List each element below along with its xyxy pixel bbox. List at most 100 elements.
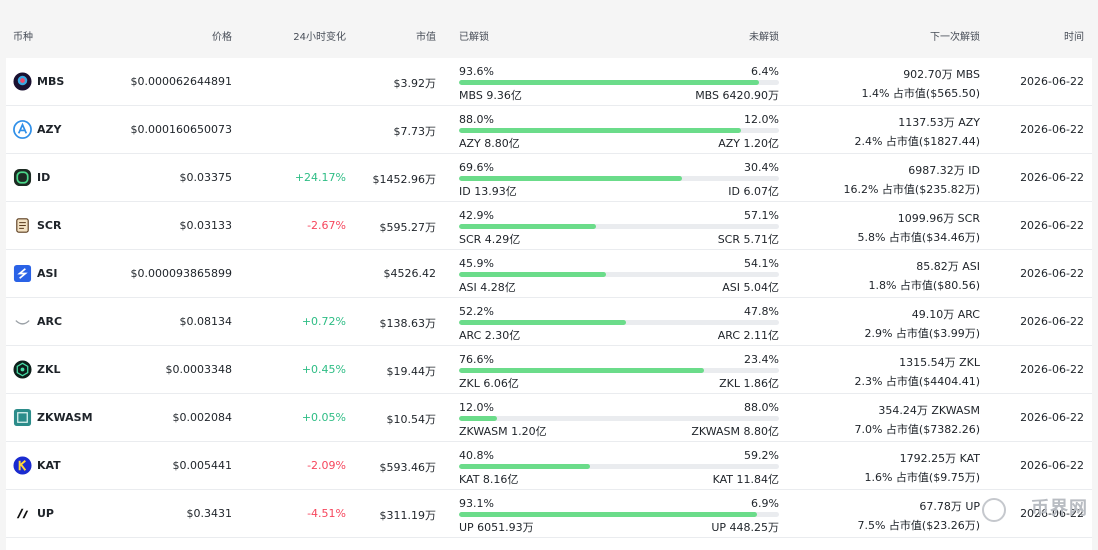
unlock-time: 2026-06-22 — [1020, 75, 1084, 88]
next-unlock-amount: 49.10万 ARC — [912, 306, 980, 322]
locked-percent: 6.9% — [751, 497, 779, 510]
coin-symbol[interactable]: SCR — [37, 219, 61, 232]
unlock-time: 2026-06-22 — [1020, 219, 1084, 232]
coin-symbol[interactable]: UP — [37, 507, 54, 520]
unlock-progress-fill — [459, 368, 704, 373]
locked-amount: SCR 5.71亿 — [718, 231, 779, 247]
next-unlock-amount: 85.82万 ASI — [916, 258, 980, 274]
coin-symbol[interactable]: MBS — [37, 75, 64, 88]
unlock-progress-bar — [459, 464, 779, 469]
unlock-progress-bar — [459, 176, 779, 181]
zkwasm-icon — [13, 408, 32, 427]
header-change[interactable]: 24小时变化 — [293, 28, 346, 43]
next-unlock-share: 1.6% 占市值($9.75万) — [864, 469, 980, 485]
locked-amount: UP 448.25万 — [711, 519, 779, 535]
next-unlock-amount: 6987.32万 ID — [908, 162, 980, 178]
unlocked-amount: ZKWASM 1.20亿 — [459, 423, 547, 439]
unlocked-amount: SCR 4.29亿 — [459, 231, 520, 247]
market-cap: $10.54万 — [387, 411, 437, 427]
unlocked-percent: 76.6% — [459, 353, 494, 366]
market-cap: $311.19万 — [380, 507, 437, 523]
next-unlock-share: 1.8% 占市值($80.56) — [868, 277, 980, 293]
unlock-progress-fill — [459, 464, 590, 469]
coin-symbol[interactable]: AZY — [37, 123, 61, 136]
unlock-progress-fill — [459, 272, 606, 277]
market-cap: $7.73万 — [394, 123, 437, 139]
unlocked-amount: ID 13.93亿 — [459, 183, 517, 199]
unlocked-percent: 52.2% — [459, 305, 494, 318]
unlocked-amount: ZKL 6.06亿 — [459, 375, 519, 391]
unlocked-percent: 12.0% — [459, 401, 494, 414]
next-unlock-share: 7.5% 占市值($23.26万) — [857, 517, 980, 533]
price-change: -2.09% — [307, 459, 346, 472]
header-coin[interactable]: 币种 — [13, 28, 33, 43]
market-cap: $3.92万 — [394, 75, 437, 91]
unlock-time: 2026-06-22 — [1020, 267, 1084, 280]
unlock-progress-fill — [459, 224, 596, 229]
unlocked-amount: KAT 8.16亿 — [459, 471, 518, 487]
next-unlock-share: 5.8% 占市值($34.46万) — [857, 229, 980, 245]
next-unlock-amount: 1137.53万 AZY — [898, 114, 980, 130]
market-cap: $1452.96万 — [373, 171, 437, 187]
locked-percent: 57.1% — [744, 209, 779, 222]
unlock-time: 2026-06-22 — [1020, 363, 1084, 376]
azy-icon — [13, 120, 32, 139]
market-cap: $19.44万 — [387, 363, 437, 379]
next-unlock-amount: 67.78万 UP — [919, 498, 980, 514]
header-locked[interactable]: 未解锁 — [749, 28, 779, 43]
header-unlocked[interactable]: 已解锁 — [459, 28, 489, 43]
coin-symbol[interactable]: KAT — [37, 459, 61, 472]
next-unlock-share: 16.2% 占市值($235.82万) — [843, 181, 980, 197]
price-change: +24.17% — [295, 171, 346, 184]
zkl-icon — [13, 360, 32, 379]
unlock-progress-bar — [459, 320, 779, 325]
next-unlock-amount: 1099.96万 SCR — [898, 210, 980, 226]
unlock-progress-bar — [459, 272, 779, 277]
unlock-time: 2026-06-22 — [1020, 315, 1084, 328]
coin-symbol[interactable]: ZKL — [37, 363, 61, 376]
locked-amount: ZKWASM 8.80亿 — [691, 423, 779, 439]
coin-price: $0.3431 — [187, 507, 233, 520]
header-price[interactable]: 价格 — [212, 28, 232, 43]
coin-price: $0.08134 — [180, 315, 233, 328]
price-change: -4.51% — [307, 507, 346, 520]
coin-symbol[interactable]: ARC — [37, 315, 62, 328]
unlock-time: 2026-06-22 — [1020, 171, 1084, 184]
scr-icon — [13, 216, 32, 235]
header-next-unlock[interactable]: 下一次解锁 — [930, 28, 980, 43]
unlock-progress-bar — [459, 368, 779, 373]
locked-percent: 88.0% — [744, 401, 779, 414]
unlock-progress-fill — [459, 320, 626, 325]
header-mcap[interactable]: 市值 — [416, 28, 436, 43]
next-unlock-amount: 354.24万 ZKWASM — [878, 402, 980, 418]
coin-symbol[interactable]: ZKWASM — [37, 411, 93, 424]
locked-percent: 30.4% — [744, 161, 779, 174]
unlocked-percent: 88.0% — [459, 113, 494, 126]
next-unlock-share: 2.4% 占市值($1827.44) — [854, 133, 980, 149]
coin-symbol[interactable]: ASI — [37, 267, 58, 280]
price-change: +0.72% — [302, 315, 346, 328]
header-time[interactable]: 时间 — [1064, 28, 1084, 43]
kat-icon — [13, 456, 32, 475]
next-unlock-amount: 1792.25万 KAT — [900, 450, 980, 466]
unlocked-amount: AZY 8.80亿 — [459, 135, 520, 151]
unlock-time: 2026-06-22 — [1020, 123, 1084, 136]
next-unlock-share: 7.0% 占市值($7382.26) — [854, 421, 980, 437]
watermark: 币界网 — [1031, 494, 1088, 520]
unlock-progress-bar — [459, 224, 779, 229]
arc-icon — [13, 312, 32, 331]
coin-symbol[interactable]: ID — [37, 171, 50, 184]
unlocked-percent: 69.6% — [459, 161, 494, 174]
unlock-progress-fill — [459, 512, 757, 517]
mbs-icon — [13, 72, 32, 91]
